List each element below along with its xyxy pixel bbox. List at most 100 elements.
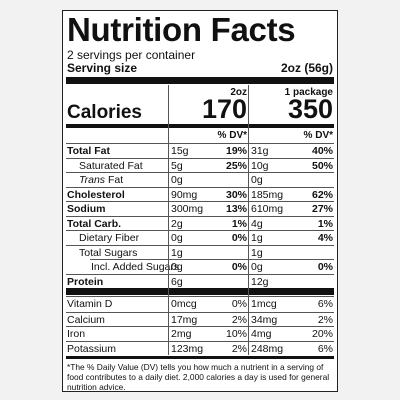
title: Nutrition Facts [67,11,296,48]
dv-header: % DV* [303,130,333,141]
amount: 17mg [171,313,198,326]
amount: 185mg [251,188,284,201]
amount: 10g [251,159,269,172]
row-rule [66,215,334,217]
nutrient-name-text: Cholesterol [67,188,125,201]
daily-value: 19% [225,145,247,157]
amount: 4mg [251,328,272,340]
daily-value: 6% [317,342,333,355]
amount: 15g [171,145,189,157]
footnote-rule [66,356,334,359]
nutrient-name: Trans Fat [79,174,123,186]
serving-size-label: Serving size [67,61,138,75]
nutrient-name: Dietary Fiber [79,232,139,244]
nutrient-name-text: Protein [67,275,104,288]
daily-value: 2% [231,313,247,326]
calories-value: 170 [201,94,247,124]
calories-value: 350 [287,94,333,124]
column-header: 2oz [230,87,247,98]
amount: 123mg [171,342,204,355]
row-rule [66,186,334,188]
divider [248,85,249,355]
daily-value: 2% [231,342,247,355]
nutrient-name-text: Total Sugars [79,246,138,259]
nutrient-name: Potassium [67,343,116,355]
nutrient-name: Iron [67,328,85,340]
divider [168,85,169,355]
amount: 1g [251,246,263,259]
medium-rule [66,124,334,128]
daily-value: 25% [225,159,247,172]
row-rule [66,326,334,327]
row-rule [66,230,334,231]
amount: 610mg [251,203,284,215]
amount: 2g [171,217,183,230]
nutrient-name-italic: Trans [79,174,106,186]
row-rule [66,172,334,173]
daily-value: 27% [311,203,333,215]
daily-value: 20% [311,328,333,340]
nutrient-name-text: Potassium [67,342,117,355]
nutrient-name-text: Total Fat [67,145,110,157]
row-rule [66,273,334,275]
daily-value: 1% [317,217,333,230]
nutrient-name-text: Total Carb. [67,217,122,230]
amount: 0mcg [171,298,197,310]
nutrition-label: Nutrition Facts 2 servings per container S… [62,10,338,392]
daily-value: 40% [311,145,333,157]
amount: 31g [251,145,269,157]
nutrient-name-text: Incl. Added Sugars [91,261,180,273]
thick-rule [66,77,334,84]
amount: 0g [251,261,263,273]
nutrient-name: Vitamin D [67,298,112,310]
daily-value: 50% [311,159,333,172]
amount: 1g [251,232,263,244]
dv-header: % DV* [217,130,247,141]
daily-value: 0% [231,232,247,244]
row-rule [66,143,334,144]
amount: 12g [251,275,269,288]
amount: 1mcg [251,298,277,310]
nutrient-name-text: Dietary Fiber [79,232,140,244]
amount: 2mg [171,328,192,340]
nutrient-name: Total Fat [67,145,110,157]
amount: 5g [171,159,183,172]
amount: 0g [251,174,263,186]
nutrient-name: Total Carb. [67,218,121,230]
nutrient-name-text: Vitamin D [67,298,113,310]
daily-value: 0% [231,298,247,310]
servings: 2 servings per container [67,48,196,62]
nutrient-name: Protein [67,276,103,288]
amount: 90mg [171,188,198,201]
nutrient-name-text: Calcium [67,313,105,326]
nutrient-name: Calcium [67,314,105,326]
nutrient-name: Total Sugars [79,247,137,259]
nutrient-name-text: Saturated Fat [79,159,143,172]
thick-rule [66,288,334,295]
row-rule [66,201,334,202]
amount: 300mg [171,203,204,215]
column-header: 1 package [284,87,333,98]
amount: 0g [171,232,183,244]
nutrient-name: Saturated Fat [79,160,143,172]
nutrient-name-text: Fat [105,174,124,186]
daily-value: 10% [225,328,247,340]
row-rule [66,157,334,159]
amount: 248mg [251,342,284,355]
daily-value: 0% [231,261,247,273]
amount: 0g [171,174,183,186]
daily-value: 0% [317,261,333,273]
amount: 1g [171,246,183,259]
row-rule [66,244,334,246]
row-rule [66,296,334,297]
amount: 6g [171,275,183,288]
daily-value: 4% [317,232,333,244]
daily-value: 13% [225,203,247,215]
daily-value: 62% [311,188,333,201]
footnote: *The % Daily Value (DV) tells you how mu… [67,362,330,392]
nutrient-name-text: Iron [67,328,86,340]
daily-value: 30% [225,188,247,201]
calories-label: Calories [67,102,142,123]
row-rule [66,340,334,342]
